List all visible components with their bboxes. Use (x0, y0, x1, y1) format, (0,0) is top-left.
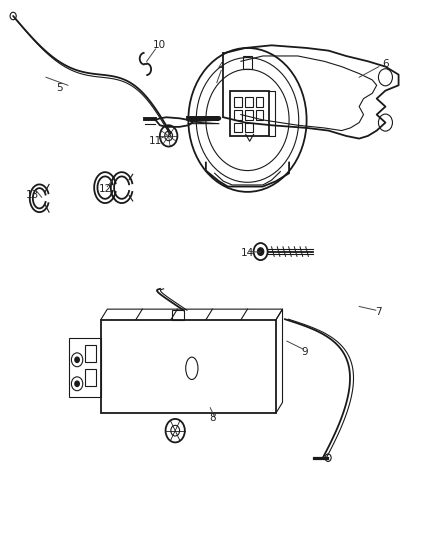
Text: 6: 6 (382, 59, 389, 69)
Bar (230, 91, 269, 136)
Bar (234, 97, 242, 107)
Bar (256, 110, 263, 120)
Text: 12: 12 (99, 184, 112, 194)
Text: 4: 4 (218, 62, 225, 71)
Circle shape (258, 248, 264, 255)
Bar (69, 338, 101, 397)
Text: 13: 13 (26, 190, 39, 199)
Text: 5: 5 (56, 83, 63, 93)
Bar (234, 123, 242, 132)
Bar (245, 110, 253, 120)
Bar (85, 369, 96, 386)
Bar (243, 56, 252, 69)
Bar (245, 97, 253, 107)
Text: 14: 14 (241, 248, 254, 258)
Bar (256, 97, 263, 107)
Circle shape (75, 357, 79, 362)
Bar (85, 345, 96, 362)
Text: 8: 8 (209, 414, 216, 423)
Text: 9: 9 (301, 347, 308, 357)
Text: 11: 11 (149, 136, 162, 146)
Bar (172, 310, 184, 320)
Bar (101, 320, 276, 413)
Circle shape (75, 381, 79, 386)
Bar (245, 123, 253, 132)
Bar (234, 110, 242, 120)
Text: 10: 10 (153, 41, 166, 50)
Text: 7: 7 (375, 307, 382, 317)
